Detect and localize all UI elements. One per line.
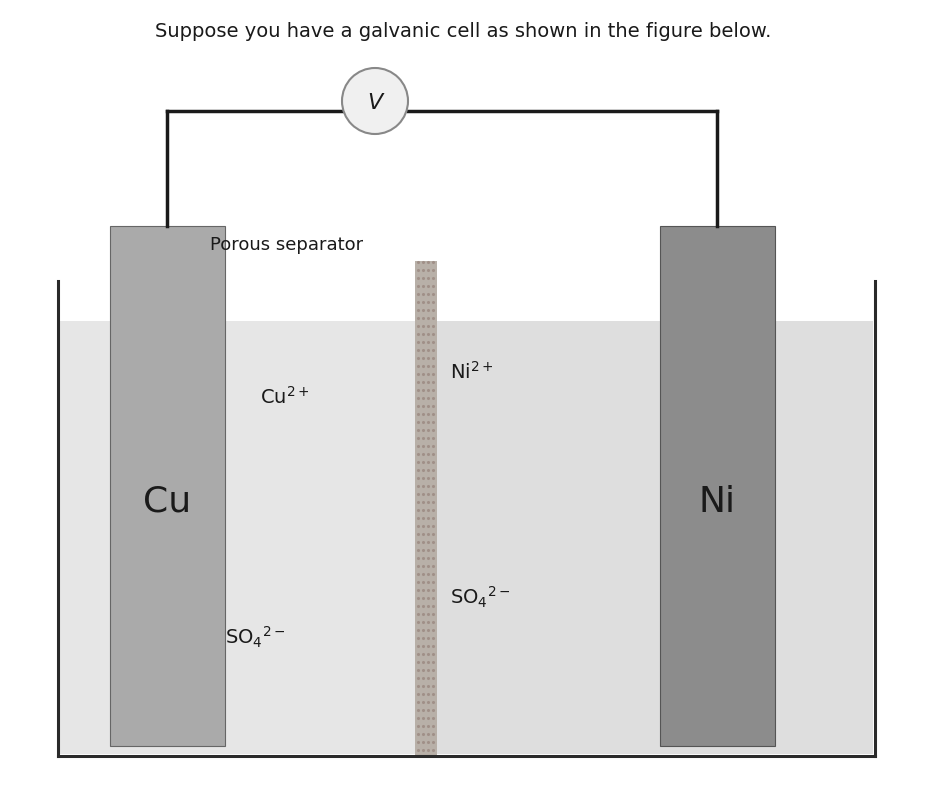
Text: Porous separator: Porous separator	[210, 236, 363, 254]
Bar	[660, 227, 775, 746]
Text: Cu$^{2+}$: Cu$^{2+}$	[260, 385, 310, 407]
Text: Ni$^{2+}$: Ni$^{2+}$	[450, 361, 493, 383]
Text: SO$_4$$^{2-}$: SO$_4$$^{2-}$	[450, 584, 511, 609]
Bar	[415, 262, 437, 756]
Bar	[437, 322, 873, 754]
Bar	[60, 322, 415, 754]
Text: SO$_4$$^{2-}$: SO$_4$$^{2-}$	[225, 624, 286, 649]
Circle shape	[342, 69, 408, 135]
Bar	[110, 227, 225, 746]
Text: Cu: Cu	[144, 484, 192, 518]
Text: Suppose you have a galvanic cell as shown in the figure below.: Suppose you have a galvanic cell as show…	[156, 22, 771, 41]
Bar	[60, 322, 873, 754]
Text: Ni: Ni	[699, 484, 736, 518]
Text: V: V	[367, 93, 383, 113]
